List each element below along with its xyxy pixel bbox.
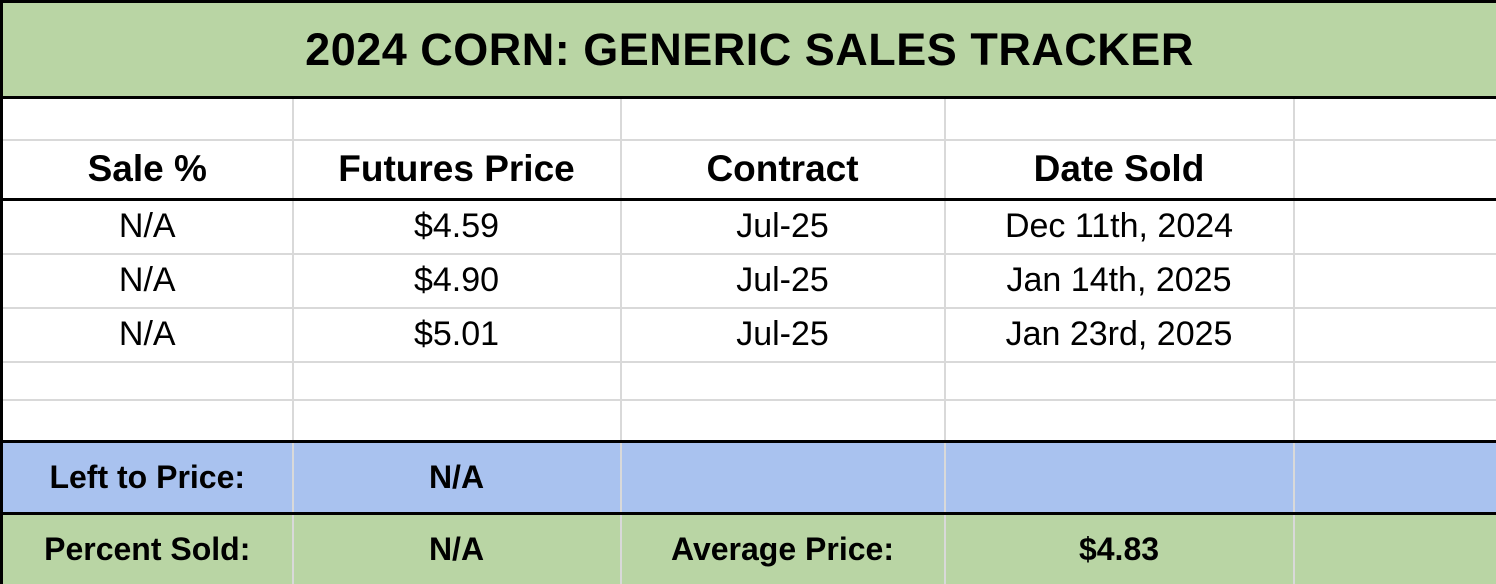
average-price-value[interactable]: $4.83 bbox=[943, 512, 1295, 584]
cell-date-sold[interactable]: Dec 11th, 2024 bbox=[943, 198, 1295, 255]
percent-sold-row: Percent Sold: N/A Average Price: $4.83 bbox=[0, 512, 1496, 584]
left-to-price-value[interactable]: N/A bbox=[291, 440, 622, 515]
empty-cell[interactable] bbox=[943, 440, 1295, 515]
empty-row bbox=[0, 360, 1496, 401]
empty-cell[interactable] bbox=[1292, 198, 1496, 255]
empty-cell[interactable] bbox=[1292, 398, 1496, 443]
empty-cell[interactable] bbox=[943, 96, 1295, 141]
page-title: 2024 CORN: GENERIC SALES TRACKER bbox=[0, 0, 1496, 99]
column-header-row: Sale % Futures Price Contract Date Sold bbox=[0, 138, 1496, 201]
empty-cell[interactable] bbox=[619, 440, 946, 515]
empty-cell[interactable] bbox=[1292, 440, 1496, 515]
empty-cell[interactable] bbox=[1292, 512, 1496, 584]
empty-row bbox=[0, 398, 1496, 443]
cell-sale-pct[interactable]: N/A bbox=[0, 252, 294, 309]
empty-cell[interactable] bbox=[943, 360, 1295, 401]
title-row: 2024 CORN: GENERIC SALES TRACKER bbox=[0, 0, 1496, 99]
average-price-label[interactable]: Average Price: bbox=[619, 512, 946, 584]
empty-cell[interactable] bbox=[291, 398, 622, 443]
percent-sold-label[interactable]: Percent Sold: bbox=[0, 512, 294, 584]
empty-cell[interactable] bbox=[291, 360, 622, 401]
header-contract[interactable]: Contract bbox=[619, 138, 946, 201]
header-sale-pct[interactable]: Sale % bbox=[0, 138, 294, 201]
empty-cell[interactable] bbox=[1292, 252, 1496, 309]
table-row: N/A $5.01 Jul-25 Jan 23rd, 2025 bbox=[0, 306, 1496, 363]
cell-sale-pct[interactable]: N/A bbox=[0, 306, 294, 363]
empty-cell[interactable] bbox=[1292, 360, 1496, 401]
empty-cell[interactable] bbox=[1292, 96, 1496, 141]
empty-cell[interactable] bbox=[291, 96, 622, 141]
cell-contract[interactable]: Jul-25 bbox=[619, 252, 946, 309]
header-date-sold[interactable]: Date Sold bbox=[943, 138, 1295, 201]
table-row: N/A $4.59 Jul-25 Dec 11th, 2024 bbox=[0, 198, 1496, 255]
cell-sale-pct[interactable]: N/A bbox=[0, 198, 294, 255]
empty-cell[interactable] bbox=[0, 96, 294, 141]
empty-cell[interactable] bbox=[619, 398, 946, 443]
cell-date-sold[interactable]: Jan 23rd, 2025 bbox=[943, 306, 1295, 363]
cell-contract[interactable]: Jul-25 bbox=[619, 306, 946, 363]
left-to-price-label[interactable]: Left to Price: bbox=[0, 440, 294, 515]
header-futures-price[interactable]: Futures Price bbox=[291, 138, 622, 201]
cell-futures-price[interactable]: $4.59 bbox=[291, 198, 622, 255]
left-to-price-row: Left to Price: N/A bbox=[0, 440, 1496, 515]
empty-cell[interactable] bbox=[619, 96, 946, 141]
empty-cell[interactable] bbox=[943, 398, 1295, 443]
empty-cell[interactable] bbox=[1292, 306, 1496, 363]
header-empty[interactable] bbox=[1292, 138, 1496, 201]
cell-date-sold[interactable]: Jan 14th, 2025 bbox=[943, 252, 1295, 309]
empty-cell[interactable] bbox=[619, 360, 946, 401]
cell-contract[interactable]: Jul-25 bbox=[619, 198, 946, 255]
empty-cell[interactable] bbox=[0, 398, 294, 443]
spacer-row bbox=[0, 96, 1496, 141]
empty-cell[interactable] bbox=[0, 360, 294, 401]
cell-futures-price[interactable]: $4.90 bbox=[291, 252, 622, 309]
percent-sold-value[interactable]: N/A bbox=[291, 512, 622, 584]
cell-futures-price[interactable]: $5.01 bbox=[291, 306, 622, 363]
table-row: N/A $4.90 Jul-25 Jan 14th, 2025 bbox=[0, 252, 1496, 309]
